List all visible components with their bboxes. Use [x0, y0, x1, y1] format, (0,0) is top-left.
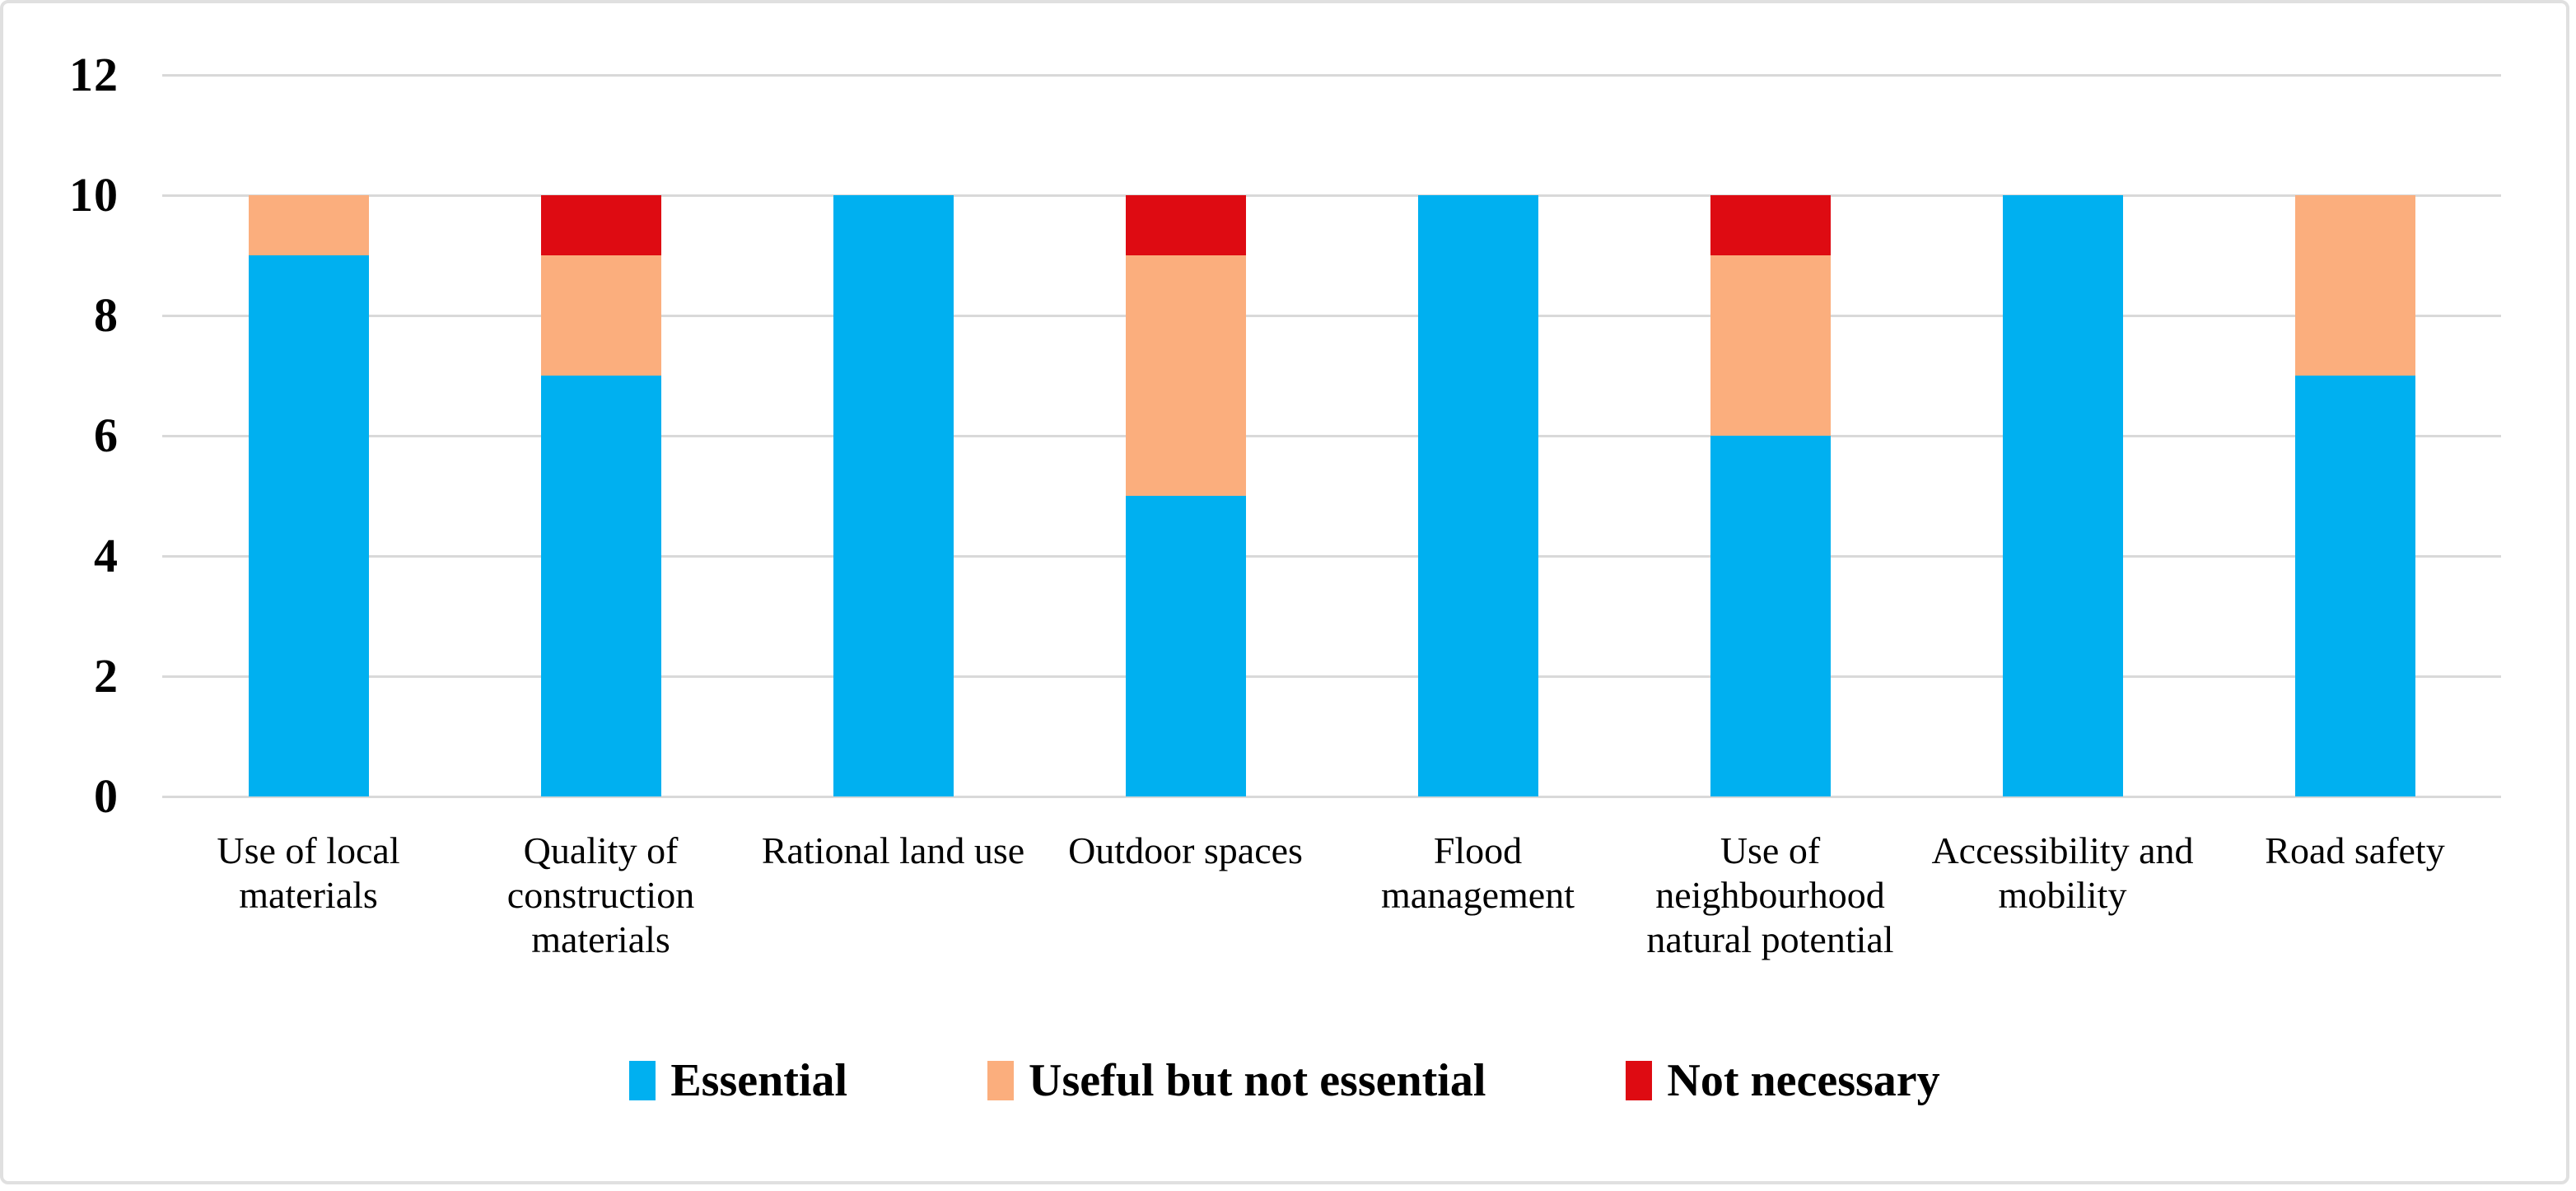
bar-slot	[1624, 75, 1916, 796]
stacked-bar-accessibility-and-mobility	[2002, 195, 2123, 796]
legend-label: Useful but not essential	[1029, 1055, 1486, 1106]
gridline	[162, 194, 2501, 197]
category-label: Outdoor spaces	[1068, 829, 1303, 871]
gridline	[162, 554, 2501, 558]
bar-slot	[2209, 75, 2501, 796]
bar-segment-essential	[2294, 376, 2415, 796]
y-axis-tick-label: 10	[69, 168, 119, 222]
bar-slot	[455, 75, 747, 796]
bar-slot	[747, 75, 1039, 796]
legend-label: Not necessary	[1667, 1055, 1940, 1106]
gridline	[162, 795, 2501, 798]
y-axis-tick-label: 2	[94, 649, 119, 703]
legend-item-not-necessary: Not necessary	[1626, 1055, 1940, 1106]
plot-area	[162, 73, 2501, 798]
bar-segment-essential	[540, 376, 661, 796]
y-axis-tick-label: 12	[69, 48, 119, 101]
gridline	[162, 314, 2501, 317]
category-label: Flood management	[1380, 829, 1575, 916]
stacked-bar-flood-management	[1417, 195, 1538, 796]
bar-segment-not-necessary	[1710, 195, 1831, 255]
stacked-bar-use-of-neighbourhood-natural-potential	[1710, 195, 1831, 796]
y-axis-tick-label: 8	[94, 288, 119, 342]
legend-swatch-essential	[629, 1061, 656, 1100]
stacked-bar-road-safety	[2294, 195, 2415, 796]
x-axis: Use of local materials Quality of constru…	[162, 829, 2501, 962]
legend: Essential Useful but not essential Not nec…	[3, 1056, 2566, 1105]
stacked-bar-quality-of-construction-materials	[540, 195, 661, 796]
legend-item-essential: Essential	[629, 1056, 847, 1105]
category-label: Use of local materials	[217, 829, 400, 916]
bar-slot	[1039, 75, 1332, 796]
bar-segment-useful-but-not-essential	[2294, 195, 2415, 376]
bar-segment-essential	[1417, 195, 1538, 796]
bar-segment-essential	[2002, 195, 2123, 796]
gridline	[162, 675, 2501, 678]
legend-label: Essential	[670, 1055, 848, 1106]
bars-container	[162, 75, 2501, 796]
y-axis-tick-label: 6	[94, 409, 119, 462]
bar-segment-essential	[833, 195, 954, 796]
category-label: Accessibility and mobility	[1931, 829, 2194, 916]
legend-swatch-useful-but-not-essential	[987, 1061, 1015, 1100]
bar-segment-essential	[248, 255, 369, 796]
gridline	[162, 73, 2501, 77]
y-axis: 0 2 4 6 8 10 12	[3, 49, 127, 823]
bar-segment-useful-but-not-essential	[1710, 255, 1831, 436]
category-label: Road safety	[2265, 829, 2445, 871]
category-label: Use of neighbourhood natural potential	[1646, 829, 1894, 960]
stacked-bar-use-of-local-materials	[248, 195, 369, 796]
y-axis-tick-label: 0	[94, 769, 119, 823]
category-label: Rational land use	[761, 829, 1025, 871]
y-axis-tick-label: 4	[94, 529, 119, 582]
bar-slot	[162, 75, 455, 796]
legend-swatch-not-necessary	[1626, 1061, 1653, 1100]
stacked-bar-rational-land-use	[833, 195, 954, 796]
category-label: Quality of construction materials	[506, 829, 695, 960]
gridline	[162, 434, 2501, 437]
bar-segment-essential	[1125, 496, 1246, 796]
bar-segment-not-necessary	[1125, 195, 1246, 255]
legend-item-useful-but-not-essential: Useful but not essential	[987, 1056, 1486, 1105]
bar-segment-useful-but-not-essential	[540, 255, 661, 376]
bar-segment-not-necessary	[540, 195, 661, 255]
bar-segment-useful-but-not-essential	[1125, 255, 1246, 496]
bar-segment-essential	[1710, 436, 1831, 796]
stacked-bar-outdoor-spaces	[1125, 195, 1246, 796]
bar-slot	[1332, 75, 1624, 796]
bar-segment-useful-but-not-essential	[248, 195, 369, 255]
bar-slot	[1916, 75, 2209, 796]
